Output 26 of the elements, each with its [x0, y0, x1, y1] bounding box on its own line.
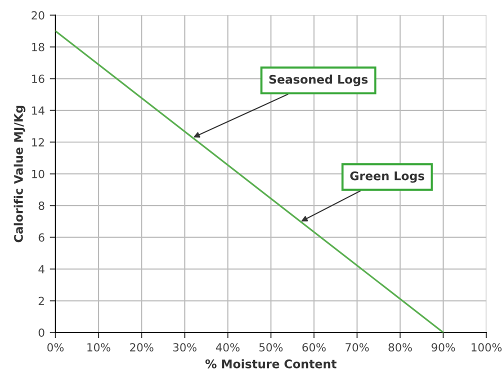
- x-tick-label: 50%: [259, 343, 283, 352]
- x-tick-label: 20%: [130, 343, 154, 352]
- y-tick-label: 16: [32, 74, 44, 84]
- y-tick-label: 4: [38, 265, 44, 274]
- x-tick-label: 90%: [432, 343, 456, 352]
- y-tick-label: 8: [38, 202, 44, 210]
- x-tick-label: 80%: [388, 343, 412, 352]
- y-tick-label: 12: [32, 138, 44, 146]
- y-tick-label: 2: [38, 296, 44, 305]
- annotation: Seasoned Logs: [269, 74, 368, 86]
- y-tick-label: 6: [38, 233, 44, 242]
- y-axis-title: Calorific Value MJ/Kg: [14, 106, 26, 242]
- x-tick-label: 0%: [47, 343, 64, 352]
- x-tick-label: 60%: [302, 343, 326, 352]
- annotation: Green Logs: [350, 171, 424, 183]
- y-tick-label: 0: [38, 328, 44, 337]
- x-tick-label: 10%: [87, 343, 110, 352]
- x-tick-label: 100%: [472, 343, 502, 352]
- y-tick-label: 14: [32, 106, 44, 115]
- y-tick-label: 10: [32, 170, 44, 178]
- x-axis-title: % Moisture Content: [205, 359, 336, 368]
- x-tick-label: 40%: [216, 343, 240, 352]
- x-tick-label: 30%: [173, 343, 196, 352]
- x-tick-label: 70%: [346, 343, 369, 352]
- y-tick-label: 20: [32, 11, 44, 20]
- y-tick-label: 18: [32, 42, 44, 52]
